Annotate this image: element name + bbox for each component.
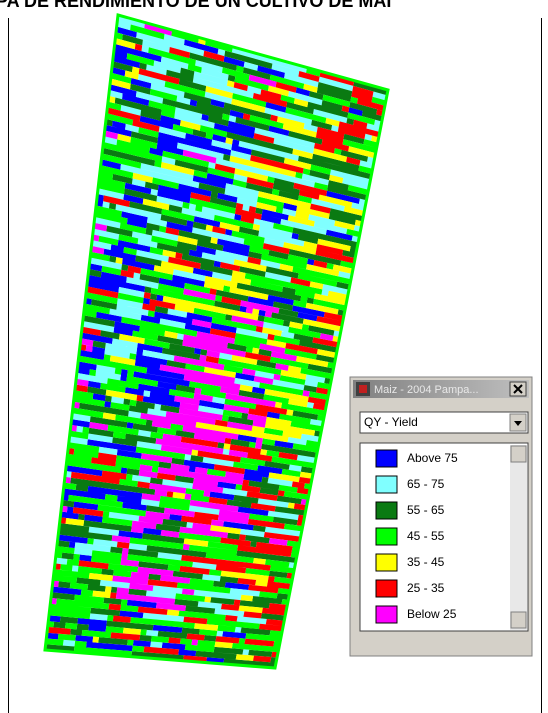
legend-window: Maiz - 2004 Pampa... QY - Yield Above 75… bbox=[350, 377, 532, 656]
legend-label: 45 - 55 bbox=[407, 529, 445, 543]
legend-swatch bbox=[376, 528, 397, 545]
legend-label: 25 - 35 bbox=[407, 581, 445, 595]
scrollbar[interactable] bbox=[510, 445, 527, 630]
legend-swatch bbox=[376, 450, 397, 467]
legend-swatch bbox=[376, 554, 397, 571]
legend-label: Above 75 bbox=[407, 451, 458, 465]
legend-label: 55 - 65 bbox=[407, 503, 445, 517]
legend-label: Below 25 bbox=[407, 607, 457, 621]
window-icon-detail bbox=[359, 385, 367, 393]
scroll-up[interactable] bbox=[511, 446, 526, 462]
legend-swatch bbox=[376, 580, 397, 597]
scroll-down[interactable] bbox=[511, 612, 526, 628]
page-title: PA DE RENDIMIENTO DE UN CULTIVO DE MAI bbox=[0, 0, 391, 11]
legend-swatch bbox=[376, 502, 397, 519]
legend-swatch bbox=[376, 606, 397, 623]
screen: PA DE RENDIMIENTO DE UN CULTIVO DE MAI M… bbox=[0, 0, 548, 713]
dropdown-value: QY - Yield bbox=[364, 415, 418, 429]
window-title: Maiz - 2004 Pampa... bbox=[374, 384, 479, 396]
yield-map bbox=[45, 15, 388, 668]
legend-label: 35 - 45 bbox=[407, 555, 445, 569]
legend-swatch bbox=[376, 476, 397, 493]
legend-label: 65 - 75 bbox=[407, 477, 445, 491]
page: PA DE RENDIMIENTO DE UN CULTIVO DE MAI M… bbox=[0, 0, 548, 713]
